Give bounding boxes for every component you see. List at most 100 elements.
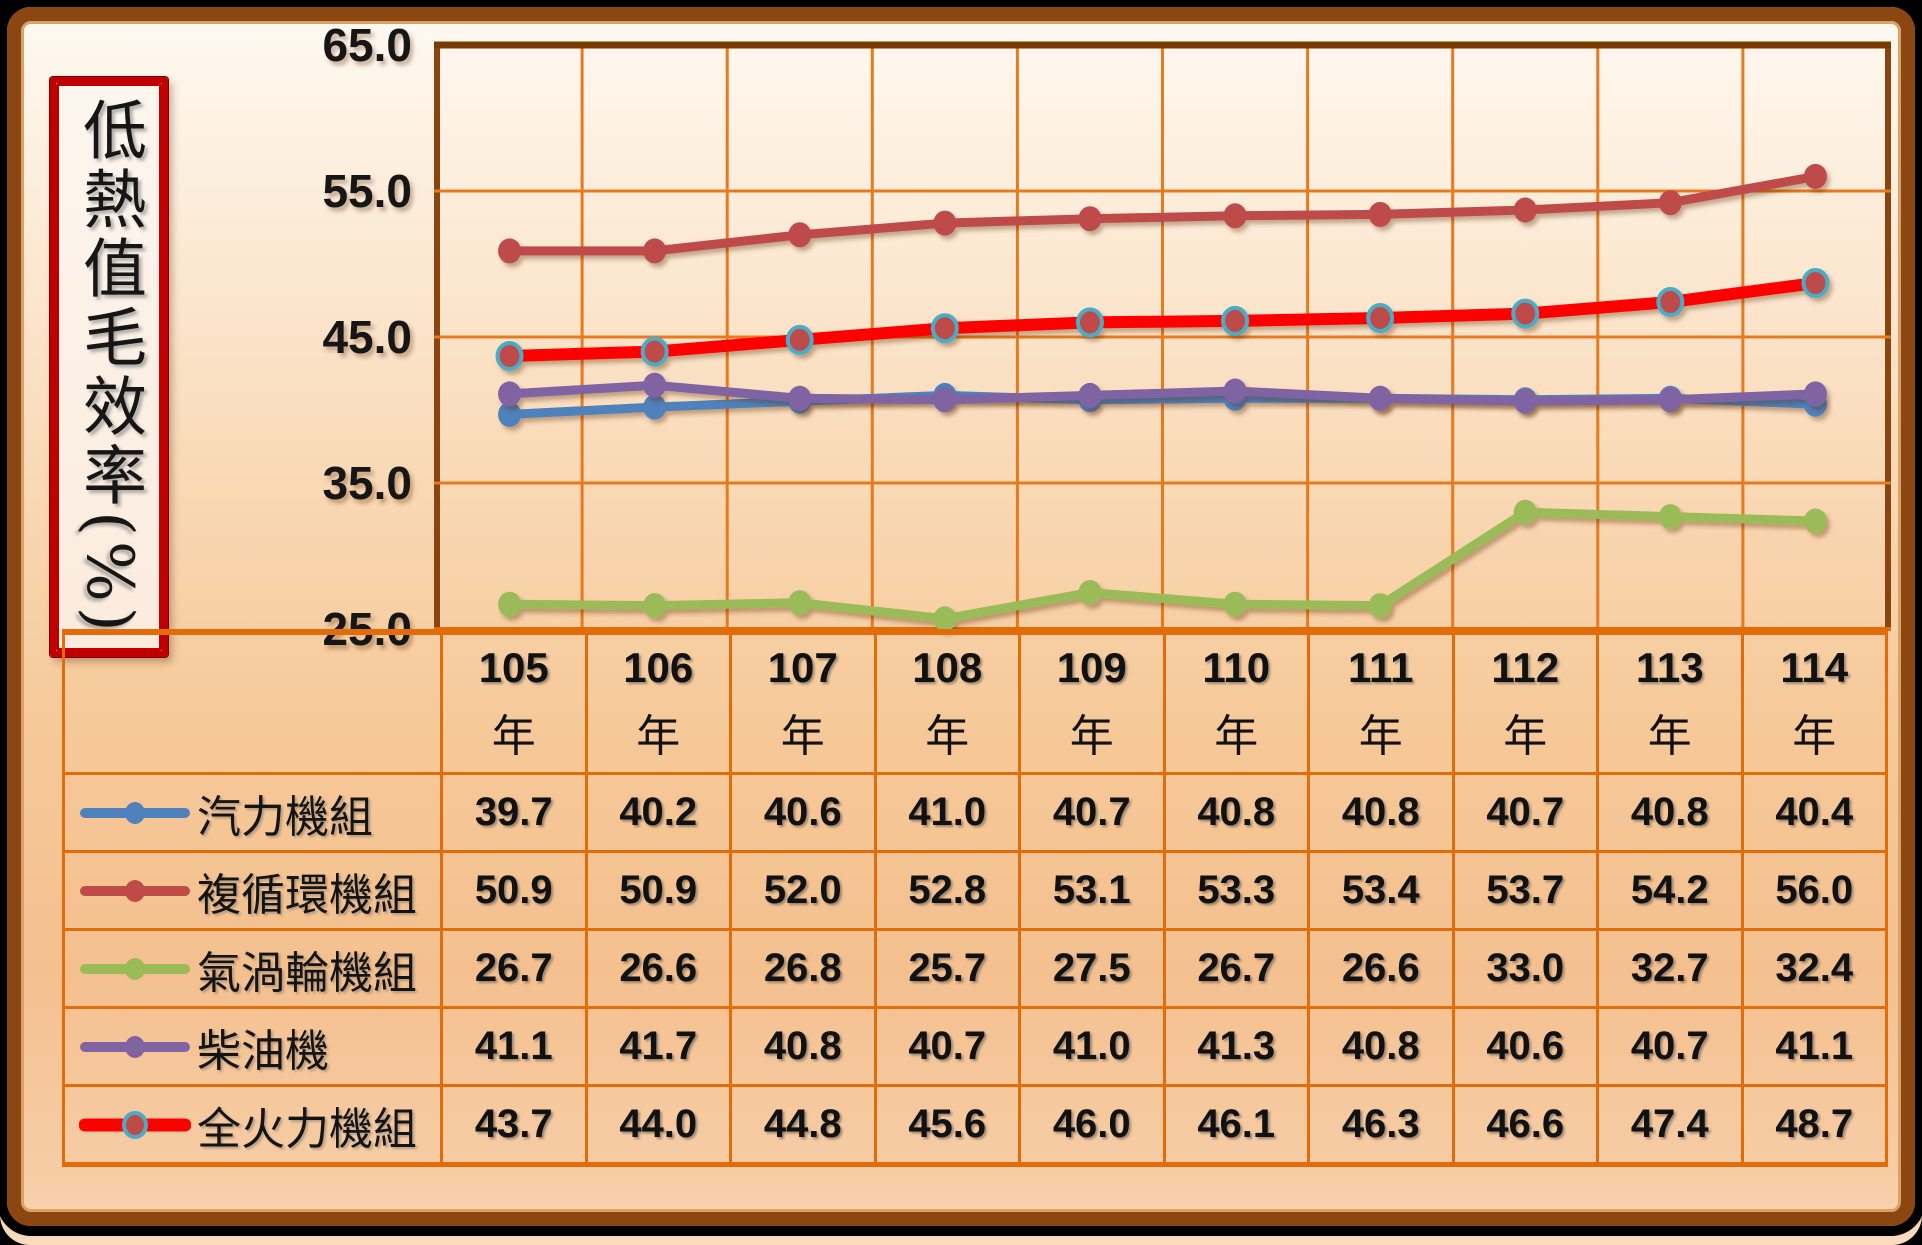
series-line-gas-turbine-units — [505, 507, 1820, 624]
series-line-diesel-units — [505, 380, 1820, 406]
value-cell-all-thermal-units-107年: 44.8 — [729, 1084, 877, 1167]
year-number: 107 — [767, 643, 838, 691]
value-cell-steam-units-108年: 41.0 — [873, 772, 1021, 853]
table-row-combined-cycle-units: 複循環機組 50.9 50.9 52.0 52.8 53.1 53.3 53.4 53.7 54.… — [62, 850, 1888, 931]
value-cell-gas-turbine-units-112年: 33.0 — [1451, 928, 1599, 1009]
value-cell-diesel-units-113年: 40.7 — [1596, 1006, 1744, 1087]
data-point-gas-turbine-units-107年 — [788, 590, 812, 616]
data-point-combined-cycle-units-109年 — [1078, 206, 1102, 232]
value-cell-gas-turbine-units-106年: 26.6 — [584, 928, 732, 1009]
value-cell-steam-units-114年: 40.4 — [1740, 772, 1888, 853]
data-point-all-thermal-units-114年 — [1801, 268, 1830, 298]
series-legend-cell: 汽力機組 — [62, 772, 443, 853]
series-line-all-thermal-units — [503, 277, 1822, 362]
data-point-combined-cycle-units-106年 — [643, 238, 667, 264]
series-combined-cycle-units — [498, 163, 1827, 264]
series-name-label: 氣渦輪機組 — [197, 947, 417, 999]
value-cell-combined-cycle-units-108年: 52.8 — [873, 850, 1021, 931]
data-point-steam-units-105年 — [498, 401, 522, 427]
legend-swatch-icon-steam-units — [80, 801, 190, 824]
legend-marker — [125, 879, 145, 902]
legend-marker — [122, 1110, 148, 1139]
year-suffix: 年 — [925, 710, 970, 762]
value-cell-gas-turbine-units-110年: 26.7 — [1162, 928, 1310, 1009]
data-point-all-thermal-units-105年 — [495, 341, 524, 371]
value-cell-combined-cycle-units-113年: 54.2 — [1596, 850, 1744, 931]
year-suffix: 年 — [636, 710, 681, 762]
series-diesel-units — [498, 372, 1827, 414]
data-point-gas-turbine-units-110年 — [1223, 591, 1247, 617]
data-point-combined-cycle-units-108年 — [933, 210, 957, 236]
series-name-label: 汽力機組 — [197, 791, 373, 843]
series-legend-cell: 柴油機 — [62, 1006, 443, 1087]
year-header-cell: 109 年 — [1018, 629, 1166, 775]
value-cell-all-thermal-units-109年: 46.0 — [1018, 1084, 1166, 1167]
y-axis-title-inner-border: 低熱值毛效率(%) — [56, 83, 162, 651]
series-name-label: 柴油機 — [197, 1025, 329, 1077]
value-cell-combined-cycle-units-105年: 50.9 — [440, 850, 588, 931]
data-point-all-thermal-units-108年 — [930, 313, 959, 344]
data-point-gas-turbine-units-112年 — [1513, 499, 1537, 525]
year-number: 109 — [1056, 643, 1127, 691]
plot-grid — [434, 41, 1891, 631]
data-point-diesel-units-107年 — [788, 385, 812, 411]
value-cell-steam-units-110年: 40.8 — [1162, 772, 1310, 853]
legend-marker — [125, 957, 145, 980]
series-legend-cell: 全火力機組 — [62, 1084, 443, 1167]
series-line-combined-cycle-units — [505, 171, 1820, 256]
value-cell-diesel-units-111年: 40.8 — [1307, 1006, 1455, 1087]
value-cell-all-thermal-units-106年: 44.0 — [584, 1084, 732, 1167]
data-point-gas-turbine-units-106年 — [643, 593, 667, 619]
legend-marker — [125, 801, 145, 824]
value-cell-combined-cycle-units-107年: 52.0 — [729, 850, 877, 931]
y-axis-tick-labels: 65.055.045.035.025.0 — [322, 19, 412, 655]
data-point-gas-turbine-units-114年 — [1803, 508, 1827, 534]
y-tick-label: 65.0 — [322, 19, 412, 71]
table-row-gas-turbine-units: 氣渦輪機組 26.7 26.6 26.8 25.7 27.5 26.7 26.6 33.0 32.… — [62, 928, 1888, 1009]
value-cell-gas-turbine-units-105年: 26.7 — [440, 928, 588, 1009]
value-cell-all-thermal-units-114年: 48.7 — [1740, 1084, 1888, 1167]
value-cell-combined-cycle-units-110年: 53.3 — [1162, 850, 1310, 931]
data-point-diesel-units-105年 — [498, 381, 522, 407]
year-header-cell: 114 年 — [1740, 629, 1888, 775]
year-header-cell: 110 年 — [1162, 629, 1310, 775]
value-cell-all-thermal-units-113年: 47.4 — [1596, 1084, 1744, 1167]
y-tick-label: 45.0 — [322, 311, 412, 363]
year-number: 105 — [478, 643, 549, 691]
value-cell-steam-units-105年: 39.7 — [440, 772, 588, 853]
line-chart: 65.055.045.035.025.0 — [322, 19, 1891, 655]
value-cell-all-thermal-units-110年: 46.1 — [1162, 1084, 1310, 1167]
value-cell-diesel-units-109年: 41.0 — [1018, 1006, 1166, 1087]
year-suffix: 年 — [1069, 710, 1114, 762]
year-number: 113 — [1635, 643, 1704, 691]
year-header-cell: 107 年 — [729, 629, 877, 775]
year-number: 110 — [1202, 643, 1271, 691]
series-gas-turbine-units — [498, 499, 1827, 632]
data-point-diesel-units-108年 — [933, 387, 957, 413]
value-cell-diesel-units-110年: 41.3 — [1162, 1006, 1310, 1087]
table-row-steam-units: 汽力機組 39.7 40.2 40.6 41.0 40.7 40.8 40.8 40.7 40.8… — [62, 772, 1888, 853]
data-point-all-thermal-units-109年 — [1075, 307, 1104, 338]
data-point-combined-cycle-units-107年 — [788, 222, 812, 248]
value-cell-steam-units-113年: 40.8 — [1596, 772, 1744, 853]
value-cell-gas-turbine-units-114年: 32.4 — [1740, 928, 1888, 1009]
value-cell-gas-turbine-units-107年: 26.8 — [729, 928, 877, 1009]
year-suffix: 年 — [1647, 710, 1692, 762]
year-number: 112 — [1491, 643, 1560, 691]
year-header-cell: 112 年 — [1451, 629, 1599, 775]
data-point-gas-turbine-units-113年 — [1658, 504, 1682, 530]
year-suffix: 年 — [1214, 710, 1259, 762]
table-row-all-thermal-units: 全火力機組 43.7 44.0 44.8 45.6 46.0 46.1 46.3 46.6 47.… — [62, 1084, 1888, 1167]
data-point-all-thermal-units-111年 — [1366, 303, 1395, 333]
legend-swatch-icon-gas-turbine-units — [80, 957, 190, 980]
data-point-diesel-units-114年 — [1803, 381, 1827, 407]
data-point-combined-cycle-units-111年 — [1368, 201, 1392, 227]
series-name-label: 全火力機組 — [197, 1103, 417, 1155]
data-point-combined-cycle-units-114年 — [1803, 163, 1827, 189]
value-cell-combined-cycle-units-106年: 50.9 — [584, 850, 732, 931]
value-cell-steam-units-112年: 40.7 — [1451, 772, 1599, 853]
table-row-diesel-units: 柴油機 41.1 41.7 40.8 40.7 41.0 41.3 40.8 40.6 40.7 4… — [62, 1006, 1888, 1087]
year-suffix: 年 — [1358, 710, 1403, 762]
value-cell-all-thermal-units-105年: 43.7 — [440, 1084, 588, 1167]
data-point-diesel-units-109年 — [1078, 382, 1102, 408]
